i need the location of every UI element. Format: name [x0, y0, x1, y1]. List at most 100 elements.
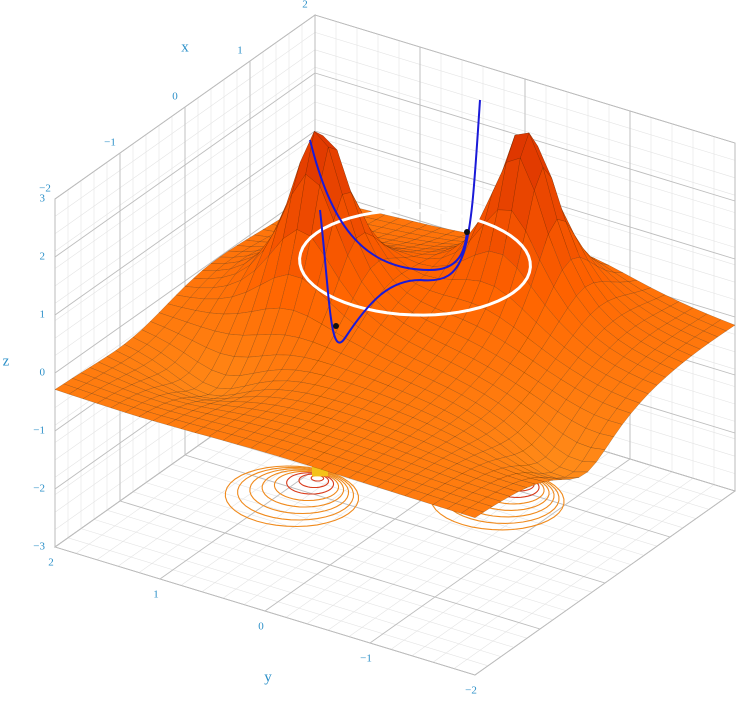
surface-patch — [522, 444, 547, 464]
surface-patch — [410, 374, 435, 390]
surface-patch — [530, 259, 554, 306]
surface-patch — [520, 392, 545, 414]
surface-patch — [598, 300, 623, 322]
surface-patch — [441, 240, 465, 259]
surface-patch — [651, 363, 675, 378]
surface-patch — [199, 394, 223, 400]
surface-patch — [603, 320, 628, 341]
surface-patch — [215, 261, 240, 272]
surface-patch — [591, 257, 615, 273]
surface-patch — [239, 355, 263, 377]
surface-patch — [538, 476, 562, 481]
x-tick-label: −1 — [104, 137, 116, 149]
surface-patch — [669, 301, 694, 314]
ring — [298, 208, 532, 317]
surface-patch — [169, 333, 193, 353]
surface-patch — [509, 351, 534, 373]
surface-patch — [523, 360, 548, 382]
surface-patch — [600, 347, 625, 366]
surface-patch — [565, 387, 590, 409]
surface-patch — [548, 218, 572, 271]
surface-patch — [446, 503, 471, 514]
surface-patch — [641, 287, 666, 299]
surface-patch — [575, 286, 600, 315]
surface-patch — [627, 280, 652, 291]
surface-patch — [600, 262, 624, 273]
surface-patch — [614, 356, 639, 374]
surface-patch — [518, 337, 543, 362]
y-tick-label: 1 — [153, 589, 159, 601]
surface-patch — [457, 279, 481, 304]
surface-patch — [590, 433, 615, 450]
surface-patch — [96, 397, 121, 409]
surface-patch — [248, 417, 273, 427]
surface-patch — [677, 342, 701, 357]
surface-patch — [309, 360, 333, 376]
z-tick-label: −2 — [33, 483, 45, 495]
surface-patch — [534, 166, 558, 235]
z-tick-label: −1 — [33, 425, 45, 437]
surface-patch — [589, 306, 614, 329]
surface-patch — [564, 471, 589, 478]
surface-patch — [533, 472, 557, 479]
surface-patch — [584, 282, 609, 308]
surface-patch — [612, 314, 637, 333]
y-tick-label: 2 — [48, 557, 54, 569]
surface-patch — [452, 394, 477, 411]
surface-patch — [376, 480, 401, 492]
surface-patch — [640, 334, 665, 350]
surface-patch — [556, 218, 581, 260]
surface-patch — [208, 430, 233, 441]
surface-patch — [301, 448, 325, 460]
surface-patch — [530, 476, 554, 482]
surface-patch — [283, 390, 307, 402]
surface-patch — [572, 324, 597, 348]
surface-patch — [659, 356, 684, 371]
z-grid-line — [54, 14, 316, 200]
surface-patch — [534, 401, 559, 425]
surface-patch — [617, 332, 642, 350]
surface-patch — [403, 312, 427, 332]
surface-patch — [319, 388, 344, 401]
surface-patch — [703, 325, 727, 338]
surface-patch — [610, 281, 635, 296]
surface-patch — [643, 315, 668, 330]
surface-patch — [158, 393, 184, 401]
surface-patch — [537, 370, 562, 392]
surface-patch — [416, 248, 440, 253]
surface-patch — [163, 317, 188, 334]
surface-patch — [524, 472, 548, 478]
surface-patch — [138, 411, 163, 422]
surface-patch — [391, 441, 416, 454]
surface-patch — [162, 382, 187, 393]
surface-patch — [553, 433, 578, 457]
surface-patch — [210, 400, 234, 406]
floor-contour — [261, 469, 345, 508]
surface-patch — [512, 480, 537, 488]
z-grid-line — [54, 130, 316, 316]
surface-patch — [565, 221, 589, 262]
surface-patch — [518, 464, 543, 474]
surface-patch — [431, 326, 455, 346]
surface-patch — [631, 341, 656, 358]
surface-patch — [513, 450, 538, 466]
surface-patch — [204, 398, 228, 402]
y-axis-title: y — [264, 669, 272, 685]
surface-patch — [186, 310, 211, 328]
surface-patch — [619, 281, 643, 294]
surface-patch — [560, 368, 585, 389]
surface-patch — [355, 438, 379, 450]
surface-patch — [486, 491, 511, 502]
surface-patch — [460, 507, 485, 518]
surface-patch — [278, 450, 303, 461]
surface-patch — [444, 478, 469, 489]
surface-patch — [251, 403, 276, 412]
surface-patch — [629, 305, 654, 321]
z-grid-line — [54, 188, 316, 374]
x-tick-label: 1 — [237, 45, 243, 57]
surface-patch — [657, 323, 682, 337]
surface-patch — [456, 459, 481, 470]
surface-patch — [237, 401, 262, 410]
surface-patch — [588, 260, 612, 283]
surface-patch — [544, 286, 568, 323]
